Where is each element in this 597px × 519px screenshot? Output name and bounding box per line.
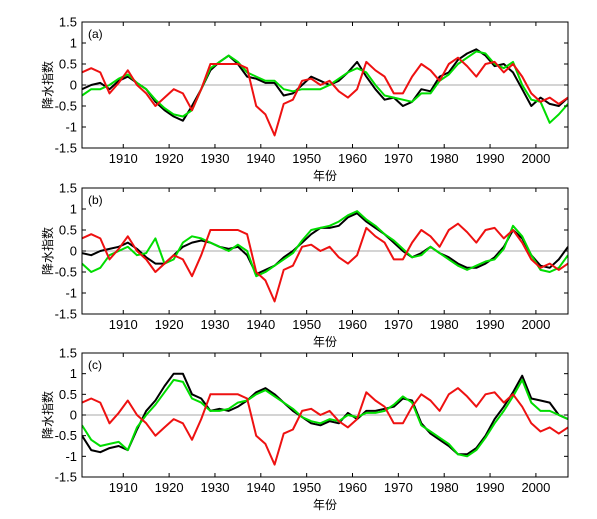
y-axis-label: 降水指数: [40, 61, 55, 109]
series-line-2: [82, 378, 568, 458]
x-tick-label: 1990: [476, 317, 505, 332]
x-tick-label: 1970: [384, 480, 413, 495]
x-tick-label: 1960: [338, 151, 367, 166]
x-tick-label: 1910: [109, 480, 138, 495]
panel-3: 1910 1920 1930 1940 1950 1960 1970 1980 1990 2000…: [40, 346, 569, 512]
panel-label: (b): [88, 193, 103, 207]
x-tick-label: 1930: [201, 317, 230, 332]
y-tick-label: -1: [65, 120, 77, 135]
y-tick-label: 0: [70, 78, 77, 93]
x-tick-label: 2000: [521, 480, 550, 495]
x-axis-label: 年份: [313, 498, 337, 512]
series-line-3: [82, 222, 568, 303]
x-tick-label: 1910: [109, 151, 138, 166]
y-tick-label: 0.5: [59, 57, 77, 72]
x-tick-label: 1950: [292, 480, 321, 495]
y-tick-label: -0.5: [55, 99, 77, 114]
x-tick-label: 1980: [430, 151, 459, 166]
y-tick-label: -0.5: [55, 265, 77, 280]
x-tick-label: 1960: [338, 317, 367, 332]
y-tick-label: 1: [70, 202, 77, 217]
panel-label: (a): [88, 27, 103, 41]
y-tick-label: 0: [70, 408, 77, 423]
x-tick-label: 2000: [521, 317, 550, 332]
x-tick-label: 1930: [201, 151, 230, 166]
x-tick-label: 1960: [338, 480, 367, 495]
x-tick-label: 1920: [155, 317, 184, 332]
x-tick-label: 1910: [109, 317, 138, 332]
y-tick-label: -1.5: [55, 470, 77, 485]
panel-2: 1910 1920 1930 1940 1950 1960 1970 1980 1990 2000…: [40, 181, 569, 349]
y-tick-label: -0.5: [55, 428, 77, 443]
x-tick-label: 1940: [246, 317, 275, 332]
x-tick-label: 1930: [201, 480, 230, 495]
x-tick-label: 1980: [430, 480, 459, 495]
y-tick-label: 0.5: [59, 223, 77, 238]
series-line-2: [82, 210, 568, 278]
x-axis-label: 年份: [313, 335, 337, 349]
y-tick-label: -1.5: [55, 307, 77, 322]
y-tick-label: -1.5: [55, 141, 77, 156]
series-line-1: [82, 212, 568, 276]
x-tick-label: 1980: [430, 317, 459, 332]
y-tick-label: 0.5: [59, 387, 77, 402]
y-axis-label: 降水指数: [40, 391, 55, 439]
y-tick-label: 1.5: [59, 346, 77, 361]
y-tick-label: 1.5: [59, 15, 77, 30]
x-tick-label: 1940: [246, 151, 275, 166]
y-tick-label: 0: [70, 244, 77, 259]
x-tick-label: 1950: [292, 317, 321, 332]
x-tick-label: 1940: [246, 480, 275, 495]
x-tick-label: 1970: [384, 317, 413, 332]
x-tick-label: 1950: [292, 151, 321, 166]
x-tick-label: 1990: [476, 480, 505, 495]
series-line-3: [82, 56, 568, 137]
y-tick-label: -1: [65, 449, 77, 464]
y-axis-label: 降水指数: [40, 227, 55, 275]
x-tick-label: 1920: [155, 151, 184, 166]
x-tick-label: 1920: [155, 480, 184, 495]
x-axis-label: 年份: [313, 169, 337, 183]
y-tick-label: 1: [70, 366, 77, 381]
panel-label: (c): [88, 358, 102, 372]
panel-1: 1910 1920 1930 1940 1950 1960 1970 1980 1990 2000…: [40, 15, 569, 183]
x-tick-label: 1970: [384, 151, 413, 166]
series-line-3: [82, 387, 568, 466]
y-tick-label: -1: [65, 286, 77, 301]
y-tick-label: 1.5: [59, 181, 77, 196]
series-line-1: [82, 372, 568, 456]
x-tick-label: 2000: [521, 151, 550, 166]
y-tick-label: 1: [70, 36, 77, 51]
series-line-2: [82, 50, 568, 124]
x-tick-label: 1990: [476, 151, 505, 166]
